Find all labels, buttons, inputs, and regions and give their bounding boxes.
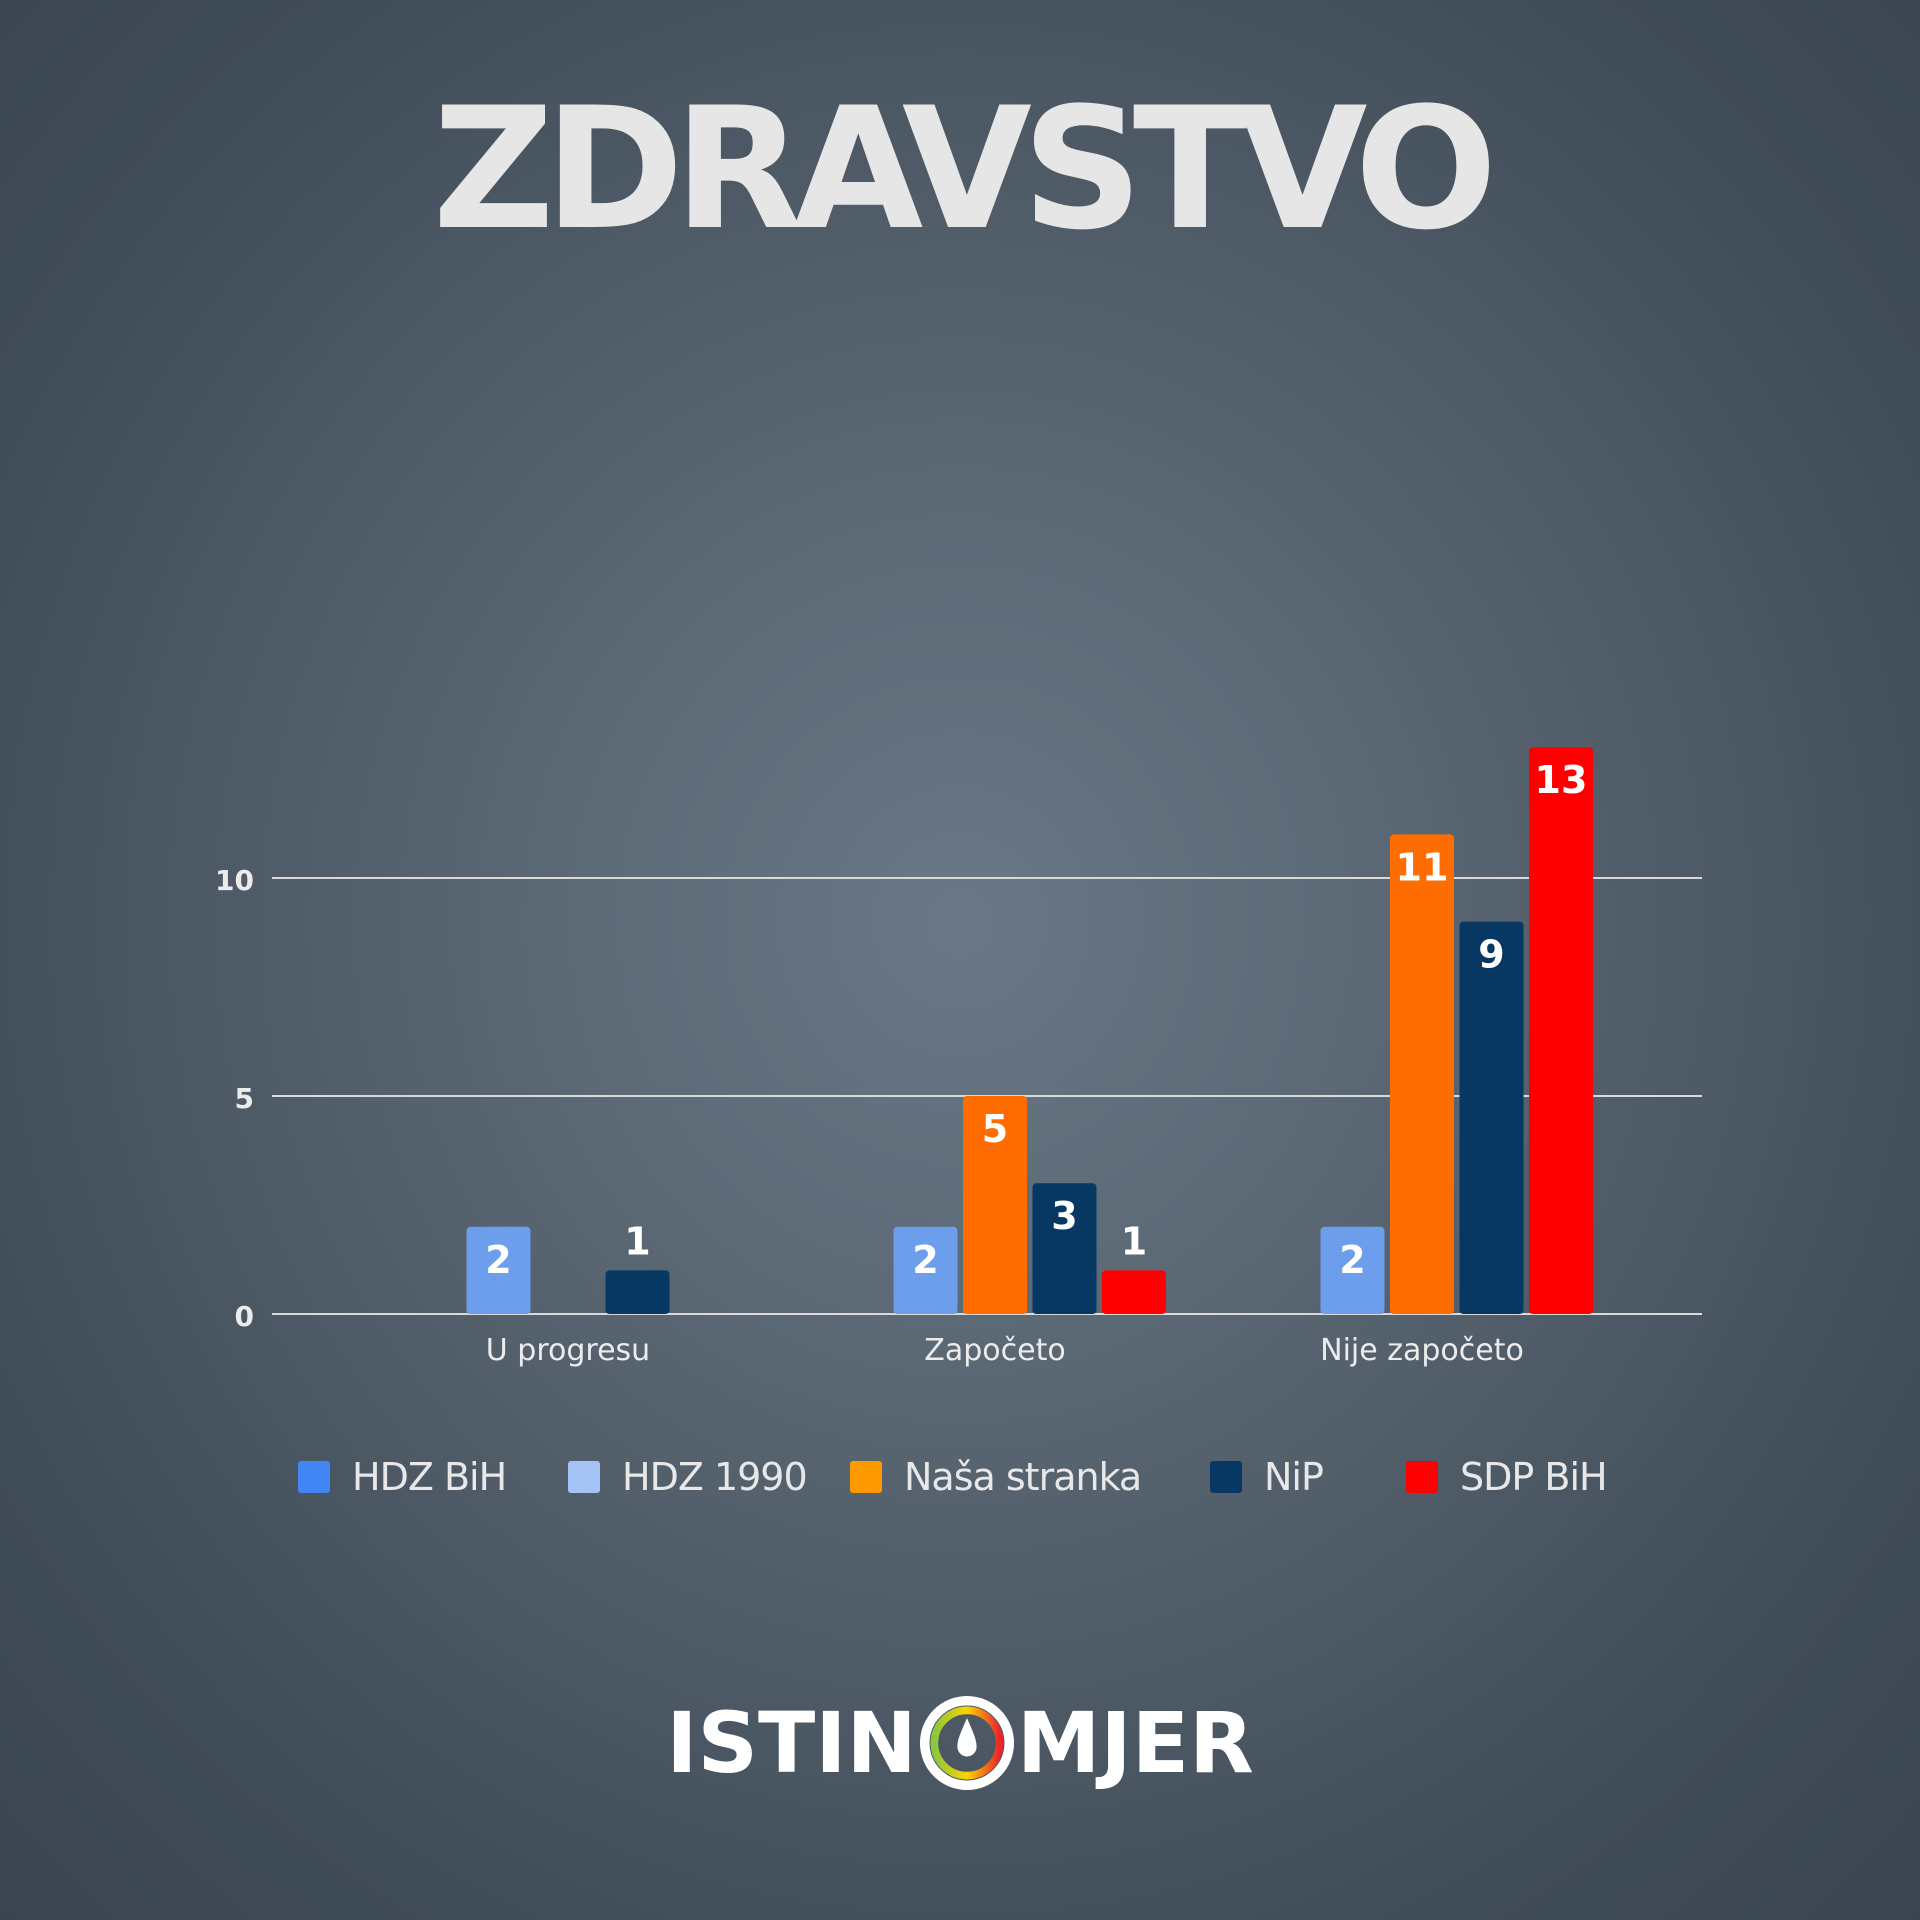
legend-item: NiP [1210,1452,1324,1502]
data-label: 2 [1339,1238,1365,1282]
legend-label: Naša stranka [904,1455,1142,1499]
data-label: 3 [1051,1194,1077,1238]
logo-text-right: MJER [1016,1694,1254,1792]
data-label: 13 [1535,758,1588,802]
bars [466,747,1593,1314]
legend-swatch [1210,1461,1242,1493]
bar-nip-0 [605,1270,670,1314]
data-label: 2 [485,1238,511,1282]
x-category-label: Nije započeto [1320,1333,1524,1368]
y-tick-label: 5 [235,1082,254,1115]
y-tick-label: 10 [215,864,254,897]
gauge-logo-icon [919,1695,1014,1791]
logo-text-left: ISTIN [666,1694,917,1792]
legend: HDZ BiH HDZ 1990 Naša stranka NiP SDP BiH [0,1452,1920,1502]
bar-naša-stranka-2 [1390,834,1454,1314]
legend-label: HDZ BiH [352,1455,507,1499]
data-label: 2 [912,1238,938,1282]
data-label: 1 [624,1219,650,1263]
legend-label: SDP BiH [1460,1455,1608,1499]
y-axis-labels: 0 5 10 [215,864,254,1333]
legend-item: Naša stranka [850,1452,1142,1502]
bar-sdp-bih-1 [1102,1270,1166,1314]
x-category-label: U progresu [486,1333,650,1368]
data-label: 11 [1396,845,1449,889]
legend-swatch [1406,1461,1438,1493]
data-label: 9 [1478,933,1504,977]
bar-hdz-1990-0 [466,1226,531,1314]
legend-swatch [568,1461,600,1493]
legend-swatch [850,1461,882,1493]
y-tick-label: 0 [235,1300,254,1333]
legend-item: SDP BiH [1406,1452,1608,1502]
data-label: 1 [1121,1219,1147,1263]
bar-hdz-1990-1 [893,1226,958,1314]
bar-naša-stranka-1 [963,1096,1027,1314]
bar-sdp-bih-2 [1529,747,1593,1314]
legend-swatch [298,1461,330,1493]
legend-item: HDZ 1990 [568,1452,808,1502]
legend-label: HDZ 1990 [622,1455,808,1499]
bar-nip-1 [1032,1183,1097,1314]
legend-label: NiP [1264,1455,1324,1499]
data-label: 5 [982,1107,1008,1151]
legend-item: HDZ BiH [298,1452,507,1502]
istinomjer-logo: ISTIN MJER [0,1693,1920,1793]
bar-nip-2 [1459,921,1524,1314]
chart-title: ZDRAVSTVO [432,71,1498,267]
x-axis-labels: U progresu Započeto Nije započeto [486,1333,1524,1368]
x-category-label: Započeto [924,1333,1065,1368]
bar-hdz-1990-2 [1320,1226,1385,1314]
